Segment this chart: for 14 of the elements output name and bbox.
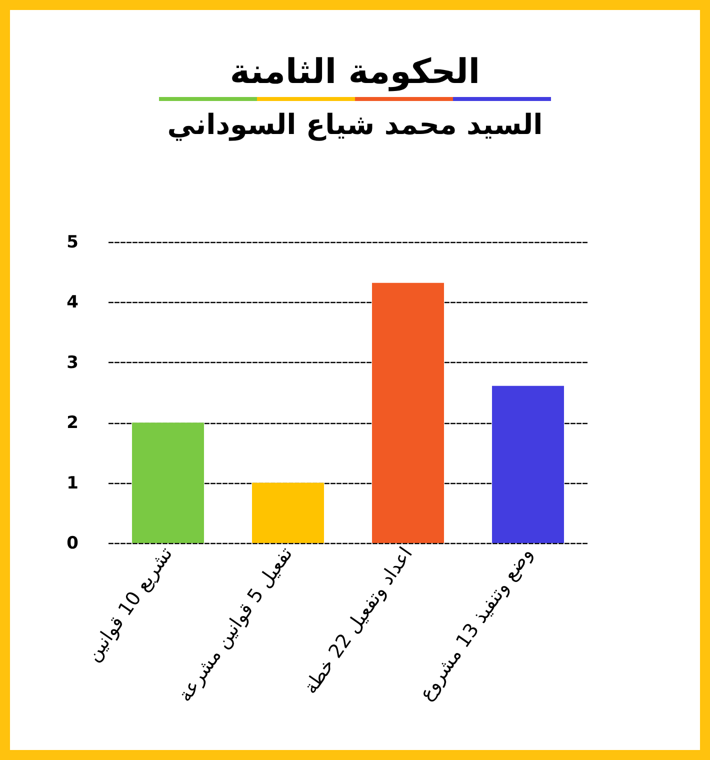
bar bbox=[252, 482, 324, 543]
x-tick-label: وضع وتنفيذ 13 مشروع bbox=[414, 543, 538, 704]
y-tick-label: 2 bbox=[66, 413, 78, 434]
y-tick-label: 3 bbox=[66, 352, 78, 373]
y-tick-label: 5 bbox=[66, 232, 78, 252]
chart-title: الحكومة الثامنة bbox=[228, 52, 482, 92]
bar bbox=[372, 282, 444, 543]
y-tick-label: 1 bbox=[66, 473, 78, 494]
y-tick-label: 0 bbox=[66, 534, 79, 554]
bar bbox=[132, 422, 204, 543]
x-tick-label: اعداد وتفعيل 22 خطة bbox=[299, 543, 418, 698]
bar bbox=[492, 386, 564, 543]
chart-subtitle: السيد محمد شياع السوداني bbox=[166, 108, 544, 141]
y-tick-label: 4 bbox=[66, 292, 79, 313]
